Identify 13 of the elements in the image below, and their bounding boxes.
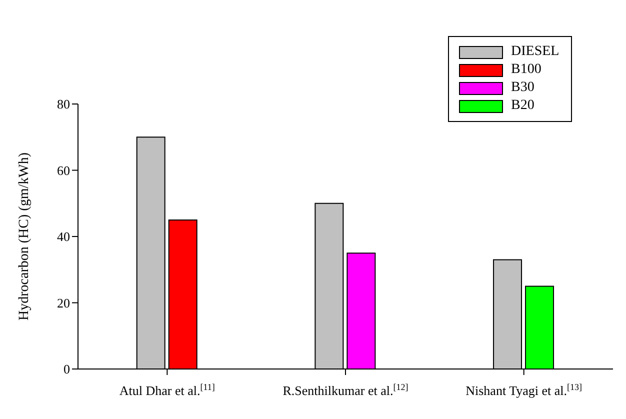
x-tick-label: R.Senthilkumar et al.$^{[12]}$	[282, 382, 408, 398]
y-axis-title: Hydrocarbon (HC) (gm/kWh)	[16, 152, 32, 320]
legend-label: DIESEL	[511, 44, 560, 60]
y-tick-label: 0	[64, 362, 70, 377]
y-tick-label: 40	[57, 229, 70, 244]
y-tick-label: 20	[57, 295, 70, 310]
legend-label: B30	[511, 80, 534, 96]
y-tick-label: 60	[57, 162, 70, 178]
x-tick-label: Atul Dhar et al.$^{[11]}$	[119, 382, 215, 398]
x-tick-label: Nishant Tyagi et al.$^{[13]}$	[466, 382, 582, 398]
legend-label: B100	[511, 62, 542, 78]
legend-label: B20	[511, 98, 534, 114]
y-tick-label: 80	[57, 96, 70, 112]
